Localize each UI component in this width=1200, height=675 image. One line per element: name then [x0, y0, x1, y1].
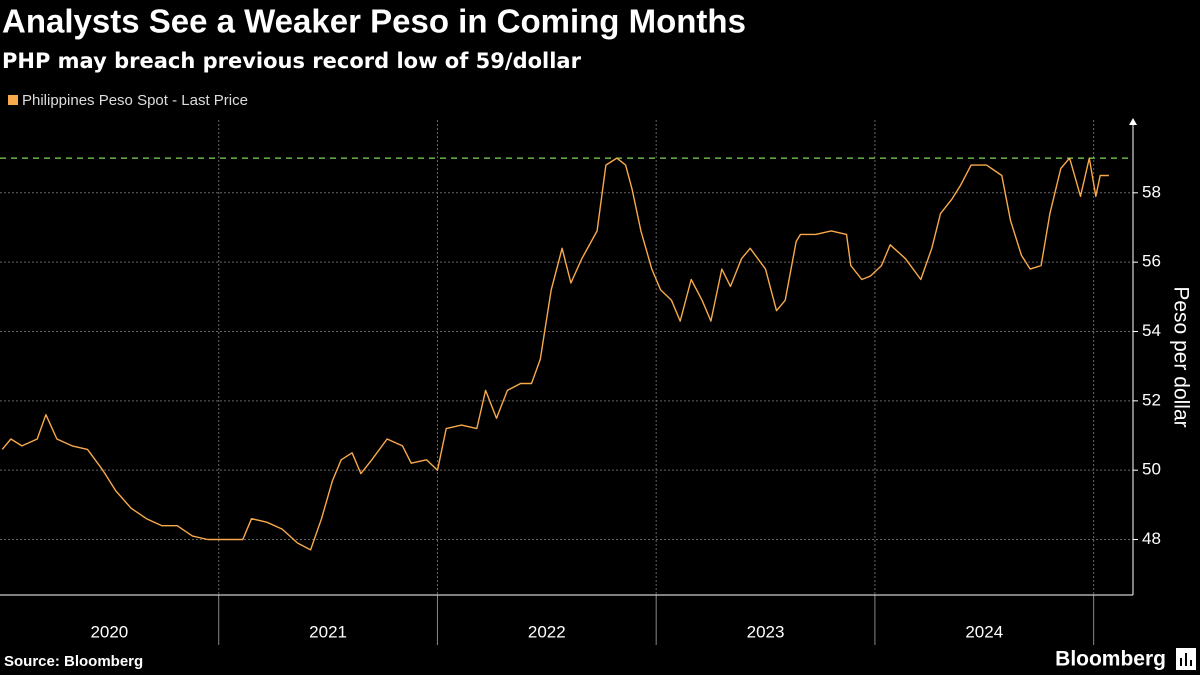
chart-subtitle: PHP may breach previous record low of 59…	[2, 49, 582, 73]
x-tick-label: 2022	[528, 622, 566, 641]
y-tick-label: 48	[1142, 529, 1161, 548]
chart-title: Analysts See a Weaker Peso in Coming Mon…	[2, 3, 746, 40]
legend-label: Philippines Peso Spot - Last Price	[22, 92, 248, 109]
y-axis-label: Peso per dollar	[1169, 286, 1192, 427]
x-tick-label: 2023	[747, 622, 785, 641]
series-line	[1, 157, 1109, 551]
brand: Bloomberg	[1055, 648, 1166, 671]
y-tick-label: 56	[1142, 252, 1161, 271]
x-tick-label: 2021	[309, 622, 347, 641]
x-tick-label: 2020	[90, 622, 128, 641]
y-axis-arrow	[1129, 118, 1137, 125]
y-tick-label: 52	[1142, 390, 1161, 409]
x-tick-label: 2024	[965, 622, 1003, 641]
legend-swatch	[8, 95, 18, 105]
y-tick-label: 50	[1142, 460, 1161, 479]
y-tick-label: 54	[1142, 321, 1161, 340]
source: Source: Bloomberg	[4, 653, 143, 670]
brand-icon-bars	[1180, 653, 1192, 666]
y-tick-label: 58	[1142, 182, 1161, 201]
